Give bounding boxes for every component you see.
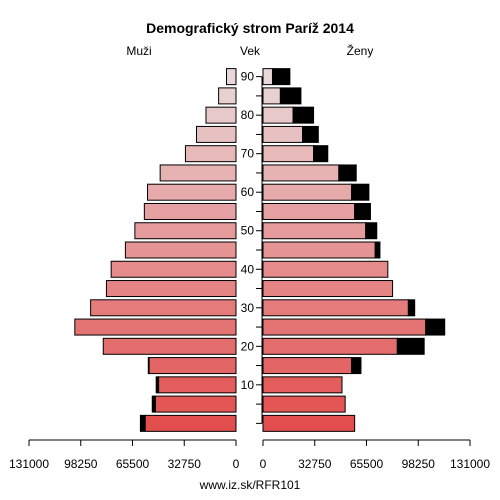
male-bar-0-4 — [144, 414, 237, 432]
right-x-tick-label: 98250 — [402, 457, 436, 471]
age-tick-label: 20 — [241, 339, 255, 353]
female-bar-90+ — [262, 68, 273, 86]
female-bar-5-9 — [262, 395, 346, 413]
female-bar-45-49 — [262, 241, 376, 259]
male-bar-10-14 — [158, 376, 237, 394]
female-extra-bar-60-64 — [350, 183, 370, 201]
female-extra-bar-80-84 — [292, 106, 315, 124]
male-bar-30-34 — [90, 299, 237, 317]
male-bar-20-24 — [102, 337, 237, 355]
females-label: Ženy — [347, 43, 374, 58]
footer-url: www.iz.sk/RFR101 — [199, 478, 301, 492]
male-bar-85-89 — [218, 87, 237, 105]
male-bar-90+ — [226, 68, 237, 86]
female-extra-bar-75-79 — [302, 125, 319, 143]
age-tick-label: 10 — [241, 378, 255, 392]
males-label: Muži — [126, 44, 151, 58]
age-tick-label: 30 — [241, 301, 255, 315]
female-extra-bar-25-29 — [425, 318, 446, 336]
female-extra-bar-55-59 — [354, 202, 371, 220]
male-bar-35-39 — [105, 280, 237, 298]
age-tick-label: 80 — [241, 108, 255, 122]
female-bar-25-29 — [262, 318, 427, 336]
female-extra-bar-65-69 — [338, 164, 357, 182]
female-extra-bar-30-34 — [407, 299, 416, 317]
female-bar-75-79 — [262, 125, 304, 143]
left-x-tick-label: 32750 — [168, 457, 202, 471]
male-bar-70-74 — [184, 145, 237, 163]
female-bar-35-39 — [262, 280, 394, 298]
age-tick-label: 40 — [241, 262, 255, 276]
male-extra-bar-15-19 — [147, 357, 150, 375]
right-x-tick-label: 0 — [260, 457, 267, 471]
female-bar-10-14 — [262, 376, 343, 394]
female-extra-bar-85-89 — [279, 87, 302, 105]
right-x-tick-label: 65500 — [350, 457, 384, 471]
female-bar-80-84 — [262, 106, 294, 124]
female-bar-85-89 — [262, 87, 281, 105]
male-bar-50-54 — [134, 222, 237, 240]
right-x-tick-label: 131000 — [450, 457, 490, 471]
chart-title: Demografický strom Paríž 2014 — [146, 20, 354, 36]
male-bar-80-84 — [205, 106, 237, 124]
male-extra-bar-0-4 — [139, 414, 146, 432]
female-bar-30-34 — [262, 299, 409, 317]
male-bar-40-44 — [110, 260, 237, 278]
male-extra-bar-5-9 — [151, 395, 156, 413]
male-bar-60-64 — [147, 183, 237, 201]
left-x-tick-label: 98250 — [64, 457, 98, 471]
male-bar-75-79 — [195, 125, 237, 143]
male-bar-55-59 — [143, 202, 237, 220]
male-bar-25-29 — [74, 318, 237, 336]
left-x-tick-label: 131000 — [9, 457, 49, 471]
male-bar-15-19 — [148, 357, 237, 375]
age-tick-label: 50 — [241, 224, 255, 238]
female-bar-70-74 — [262, 145, 315, 163]
male-bar-65-69 — [159, 164, 237, 182]
female-bar-60-64 — [262, 183, 352, 201]
left-x-tick-label: 0 — [233, 457, 240, 471]
female-extra-bar-20-24 — [396, 337, 425, 355]
bars-layer — [74, 68, 446, 432]
female-bar-15-19 — [262, 357, 352, 375]
female-extra-bar-90+ — [271, 68, 291, 86]
female-bar-40-44 — [262, 260, 389, 278]
female-extra-bar-45-49 — [374, 241, 381, 259]
male-extra-bar-10-14 — [155, 376, 160, 394]
age-tick-label: 70 — [241, 147, 255, 161]
left-x-tick-label: 65500 — [116, 457, 150, 471]
female-bar-0-4 — [262, 414, 356, 432]
age-tick-label: 90 — [241, 70, 255, 84]
female-bar-55-59 — [262, 202, 356, 220]
female-extra-bar-70-74 — [313, 145, 329, 163]
female-bar-65-69 — [262, 164, 340, 182]
axes-layer: 131000 98250 65500 32750 0 0 32750 65500 98250 13… — [9, 70, 490, 471]
female-bar-20-24 — [262, 337, 398, 355]
right-x-tick-label: 32750 — [298, 457, 332, 471]
age-axis-label: Vek — [240, 44, 261, 58]
male-bar-45-49 — [124, 241, 237, 259]
age-tick-label: 60 — [241, 185, 255, 199]
female-extra-bar-15-19 — [350, 357, 362, 375]
female-extra-bar-50-54 — [365, 222, 378, 240]
female-bar-50-54 — [262, 222, 367, 240]
male-bar-5-9 — [154, 395, 237, 413]
